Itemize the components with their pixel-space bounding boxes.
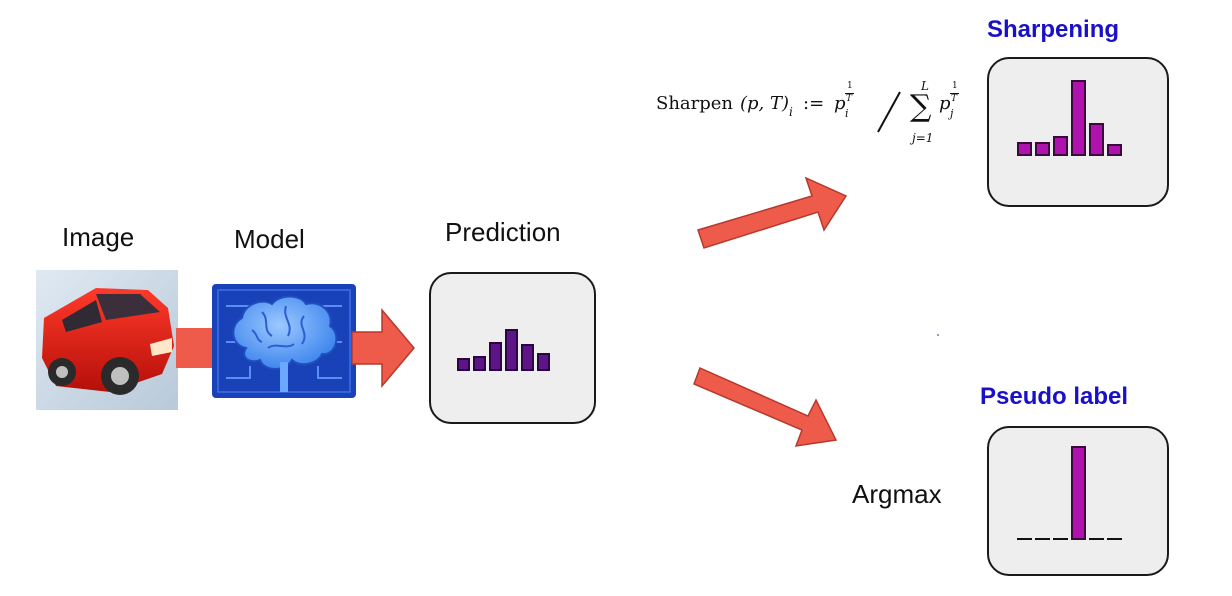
brain-chip-icon: [212, 284, 356, 398]
arrow-to-pseudo-label: [693, 366, 838, 447]
sharpen-formula: Sharpen (p, T) i := p i 1 T L ∑ j=1 p j …: [656, 56, 982, 152]
histogram-bar: [1017, 142, 1032, 156]
histogram-bar: [537, 353, 550, 371]
pseudo-label-histogram: [989, 428, 1167, 574]
histogram-bar: [1107, 144, 1122, 156]
histogram-bar: [521, 344, 534, 371]
sharpening-title: Sharpening: [987, 16, 1120, 43]
pseudo-label-card: [987, 426, 1169, 576]
formula-sub-j: j: [950, 107, 954, 120]
formula-sum-sign: ∑: [910, 89, 932, 124]
histogram-bar: [473, 356, 486, 371]
car-image: [36, 270, 178, 410]
prediction-card: [429, 272, 596, 424]
sharpening-card: [987, 57, 1169, 207]
formula-p-denominator: p: [939, 93, 951, 114]
argmax-label: Argmax: [852, 479, 942, 509]
formula-p-numerator: p: [834, 93, 846, 114]
formula-exp-num: 1: [847, 81, 853, 91]
formula-exp-den: T: [846, 94, 853, 104]
histogram-zero-mark: [1035, 538, 1050, 540]
formula-sum-upper: L: [921, 79, 929, 93]
formula-exp-num-2: 1: [952, 81, 958, 91]
formula-name: Sharpen: [656, 93, 734, 114]
formula-assign: :=: [803, 93, 825, 114]
histogram-bar: [1089, 123, 1104, 156]
formula-args: (p, T): [740, 93, 790, 114]
sharpened-histogram: [989, 59, 1167, 205]
arrow-to-sharpening: [697, 176, 848, 249]
histogram-zero-mark: [1053, 538, 1068, 540]
histogram-bar: [505, 329, 518, 371]
histogram-bar: [1071, 446, 1086, 540]
histogram-bar: [489, 342, 502, 371]
pseudo-label-title: Pseudo label: [980, 383, 1129, 410]
model-label: Model: [234, 224, 305, 254]
histogram-bar: [1035, 142, 1050, 156]
formula-exp-bar-2: [950, 93, 959, 94]
formula-sub-i-2: i: [845, 107, 849, 120]
formula-exp-bar: [845, 93, 854, 94]
histogram-bar: [1071, 80, 1086, 156]
histogram-zero-mark: [1089, 538, 1104, 540]
prediction-histogram: [431, 274, 594, 422]
arrow-model-to-prediction: [351, 307, 415, 389]
arrow-image-to-model: [176, 328, 216, 368]
prediction-label: Prediction: [445, 217, 561, 247]
image-label: Image: [62, 222, 135, 252]
histogram-zero-mark: [1107, 538, 1122, 540]
formula-exp-den-2: T: [951, 94, 958, 104]
histogram-bar: [1053, 136, 1068, 156]
formula-sub-i: i: [789, 105, 793, 119]
histogram-zero-mark: [1017, 538, 1032, 540]
formula-sum-lower: j=1: [912, 131, 934, 145]
histogram-bar: [457, 358, 470, 371]
